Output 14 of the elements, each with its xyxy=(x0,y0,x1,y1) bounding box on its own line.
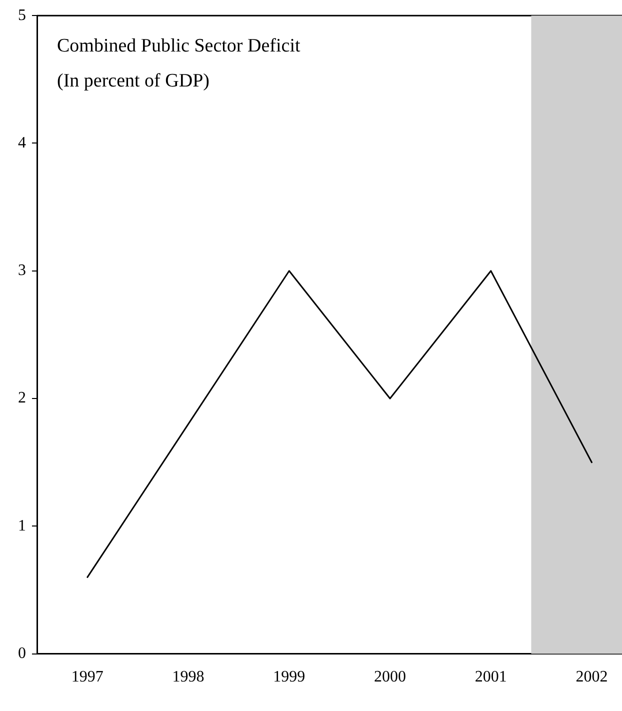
text: (In percent of GDP) xyxy=(57,70,210,92)
y-tick-label: 3 xyxy=(18,262,26,280)
x-tick-label: 1999 xyxy=(273,668,306,686)
x-tick-label: 2002 xyxy=(576,668,608,686)
y-tick-label: 4 xyxy=(18,134,26,152)
y-tick-label: 1 xyxy=(18,517,26,534)
x-tick-label: 2001 xyxy=(474,668,507,686)
x-tick-label: 1997 xyxy=(71,668,104,686)
y-tick-label: 0 xyxy=(18,645,26,662)
x-tick-label: 1998 xyxy=(172,668,204,686)
x-tick-label: 2000 xyxy=(374,668,406,686)
y-tick-label: 5 xyxy=(18,6,26,24)
y-tick-label: 2 xyxy=(18,390,26,407)
text: Combined Public Sector Deficit xyxy=(57,36,301,57)
